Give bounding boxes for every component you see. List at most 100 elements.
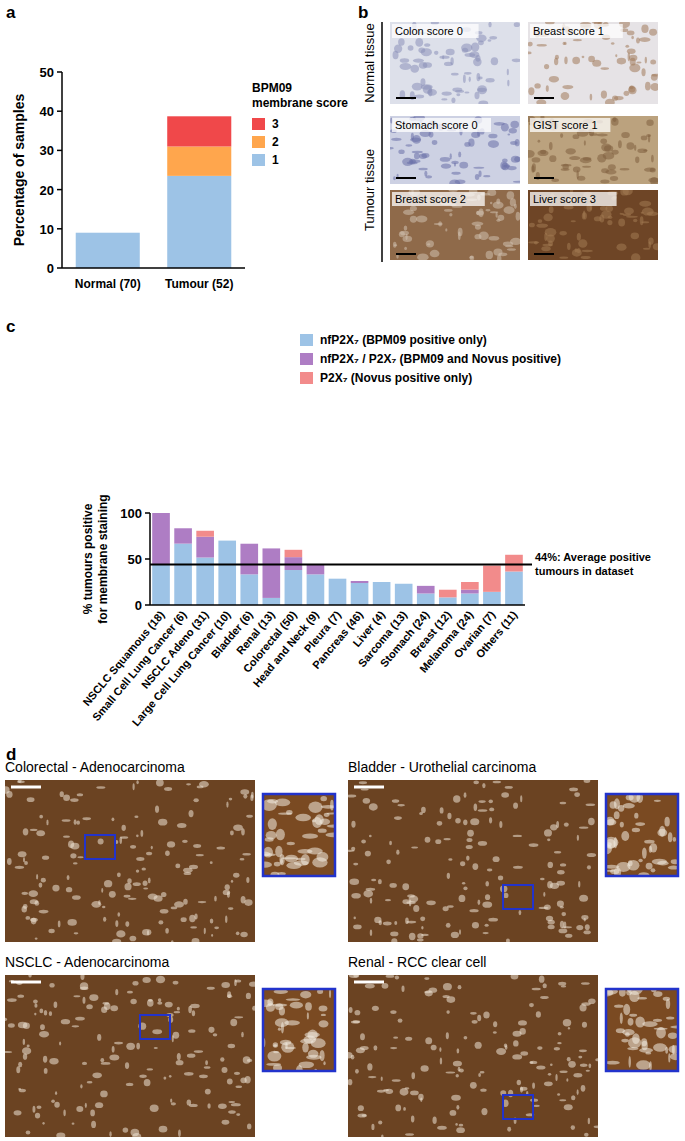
tissue-texture	[177, 1007, 180, 1011]
bar	[196, 531, 214, 537]
bar	[417, 585, 435, 586]
scale-bar	[534, 253, 554, 255]
micrograph	[528, 116, 658, 184]
tissue-texture	[18, 1022, 27, 1029]
tissue-texture	[483, 175, 490, 177]
tissue-texture	[557, 1042, 562, 1044]
tissue-texture	[194, 1050, 203, 1053]
panel-letter: b	[358, 3, 368, 22]
tissue-texture	[420, 78, 425, 86]
y-tick-label: 30	[40, 143, 54, 158]
tissue-texture	[379, 920, 382, 925]
image-caption: Breast score 1	[533, 25, 604, 37]
tissue-texture	[488, 140, 499, 148]
tissue-texture	[386, 860, 391, 865]
y-tick	[145, 512, 150, 514]
tissue-texture	[413, 59, 424, 63]
tissue-texture	[363, 798, 371, 804]
tissue-texture	[136, 780, 138, 784]
tissue-texture	[600, 67, 609, 70]
tissue-texture	[82, 817, 91, 820]
x-tick-label: Tumour (52)	[165, 277, 233, 291]
tissue-texture	[636, 1060, 651, 1070]
tissue-texture	[489, 36, 497, 40]
tissue-texture	[439, 56, 449, 59]
tissue-texture	[147, 1068, 153, 1070]
tissue-texture	[600, 206, 607, 211]
tissue-texture	[483, 1011, 489, 1018]
tissue-texture	[499, 821, 502, 828]
tissue-texture	[541, 246, 551, 251]
y-tick	[57, 71, 62, 73]
tissue-texture	[432, 1116, 436, 1123]
tissue-texture	[410, 159, 421, 162]
y-tick	[145, 604, 150, 606]
tissue-texture	[405, 1087, 410, 1089]
tissue-texture	[457, 1048, 460, 1053]
tissue-texture	[470, 1082, 477, 1089]
y-tick-label: 0	[47, 261, 54, 276]
tissue-texture	[351, 821, 355, 828]
image-caption: Colorectal - Adenocarcinoma	[5, 759, 185, 775]
tissue-texture	[198, 901, 206, 903]
tissue-texture	[544, 904, 551, 910]
tissue-texture	[228, 1110, 236, 1114]
tissue-texture	[446, 923, 451, 928]
legend-swatch	[300, 353, 313, 365]
bar	[505, 555, 523, 572]
tissue-texture	[611, 42, 615, 45]
zoom-region	[503, 1095, 533, 1119]
tissue-texture	[446, 1010, 449, 1014]
tissue-texture	[620, 822, 624, 828]
tissue-texture	[626, 795, 634, 801]
tissue-texture	[585, 924, 590, 930]
tissue-texture	[381, 1076, 383, 1081]
tissue-texture	[452, 88, 462, 92]
tissue-texture	[623, 803, 635, 808]
tissue-texture	[534, 83, 540, 88]
tissue-texture	[623, 1004, 630, 1015]
tissue-texture	[286, 998, 301, 1000]
y-axis-label: % tumours positive	[81, 503, 95, 614]
micrograph	[390, 190, 520, 260]
image-caption: Liver score 3	[533, 193, 596, 205]
tissue-texture	[192, 1010, 195, 1016]
tissue-texture	[540, 878, 545, 880]
tissue-texture	[280, 858, 283, 864]
tissue-texture	[155, 806, 159, 813]
tissue-texture	[548, 925, 555, 929]
tissue-texture	[649, 846, 652, 853]
image-caption: Stomach score 0	[395, 119, 478, 131]
micrograph-bg	[528, 116, 658, 184]
tissue-texture	[548, 920, 555, 925]
tissue-texture	[365, 851, 371, 857]
tissue-texture	[400, 63, 412, 70]
tissue-texture	[493, 1031, 497, 1034]
bar	[483, 566, 501, 592]
scale-bar	[354, 981, 384, 984]
tissue-texture	[606, 1061, 620, 1065]
tissue-texture	[608, 164, 616, 170]
tissue-texture	[419, 812, 423, 815]
tissue-texture	[32, 1106, 35, 1113]
caption-bg	[392, 24, 479, 38]
tissue-texture	[390, 932, 398, 937]
tissue-texture	[456, 1127, 465, 1133]
tissue-texture	[616, 243, 626, 250]
tissue-texture	[320, 796, 327, 801]
tissue-texture	[545, 228, 557, 236]
tissue-texture	[455, 1123, 458, 1126]
tissue-texture	[629, 1014, 637, 1017]
tissue-texture	[534, 241, 538, 245]
bar	[439, 590, 457, 598]
tissue-texture	[653, 243, 658, 250]
bar	[76, 232, 140, 233]
tissue-texture	[474, 92, 479, 99]
tissue-texture	[389, 841, 392, 845]
tissue-texture	[228, 907, 233, 910]
tissue-texture	[651, 155, 654, 163]
tissue-texture	[394, 816, 402, 820]
micrograph-bg	[390, 116, 520, 184]
tissue-texture	[538, 140, 541, 143]
tissue-texture	[348, 1052, 353, 1058]
